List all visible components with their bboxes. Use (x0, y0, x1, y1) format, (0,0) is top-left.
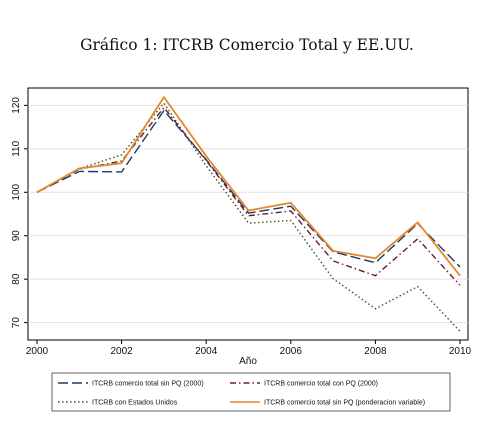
x-axis-label: Año (239, 356, 257, 367)
page-title: Gráfico 1: ITCRB Comercio Total y EE.UU. (80, 36, 414, 54)
y-tick-label: 100 (11, 183, 22, 200)
x-tick-label: 2010 (449, 346, 472, 357)
x-tick-label: 2006 (280, 346, 303, 357)
series-line (36, 106, 461, 286)
series-lines (36, 96, 461, 332)
series-line (36, 96, 461, 277)
grid-lines (28, 104, 468, 324)
series-line (36, 109, 461, 268)
y-tick-label: 120 (11, 97, 22, 114)
legend-label: ITCRB comercio total sin PQ (ponderacion… (264, 400, 425, 407)
x-tick-label: 2000 (26, 346, 49, 357)
x-tick-label: 2002 (110, 346, 133, 357)
series-line (36, 102, 461, 332)
legend-label: ITCRB con Estados Unidos (92, 400, 178, 407)
legend-label: ITCRB comercio total con PQ (2000) (264, 381, 378, 388)
y-tick-label: 80 (11, 273, 22, 285)
y-axis-ticks: 70 80 90 100 110 120 (11, 97, 28, 329)
y-tick-label: 90 (11, 230, 22, 242)
plot-frame (27, 87, 469, 341)
x-tick-label: 2008 (364, 346, 387, 357)
y-tick-label: 110 (11, 140, 22, 156)
x-axis-ticks: 2000 2002 2004 2006 2008 2010 (26, 340, 472, 357)
y-tick-label: 70 (11, 317, 22, 329)
legend: ITCRB comercio total sin PQ (2000) ITCRB … (58, 381, 425, 407)
legend-label: ITCRB comercio total sin PQ (2000) (92, 381, 204, 388)
legend-box (51, 372, 451, 412)
x-tick-label: 2004 (195, 346, 218, 357)
